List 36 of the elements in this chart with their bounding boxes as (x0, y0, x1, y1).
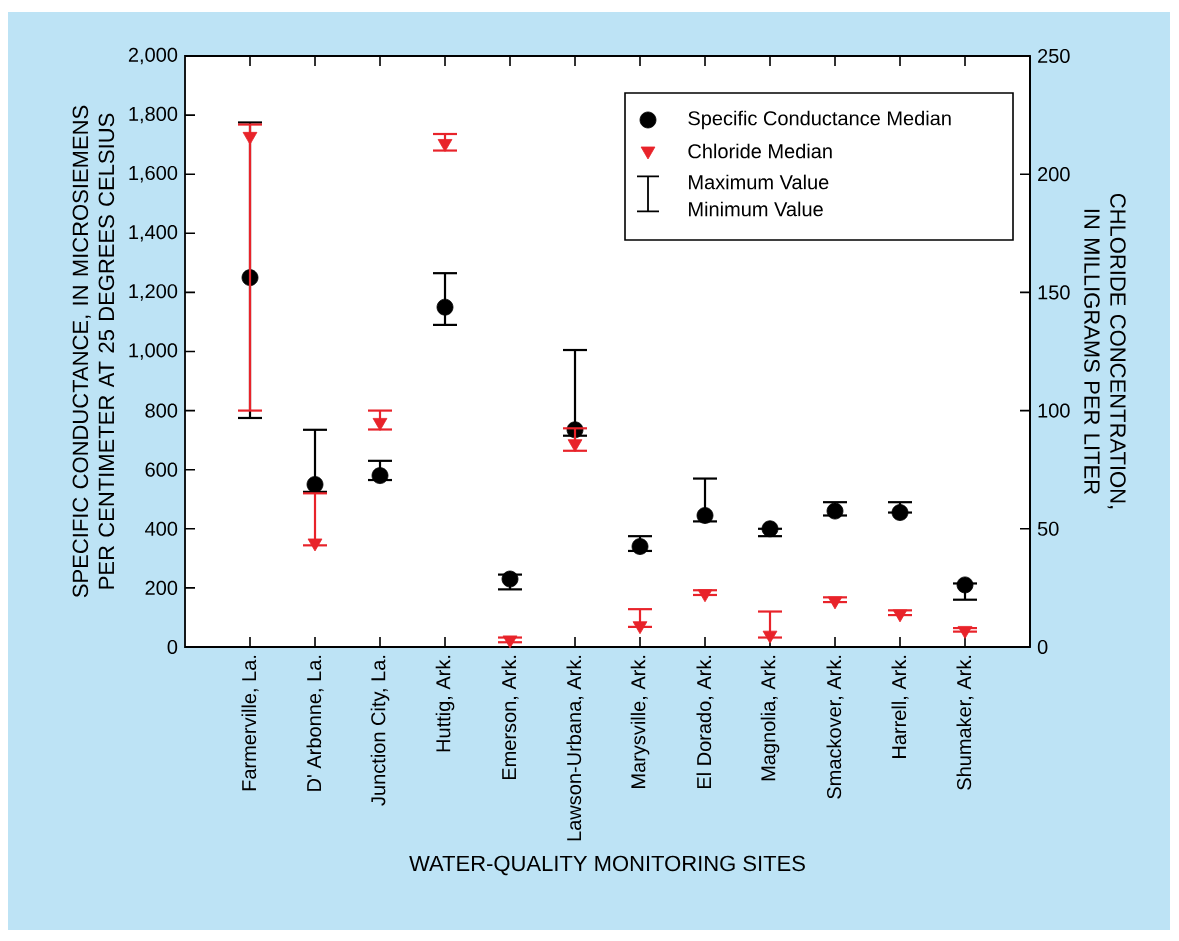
x-tick-label: Huttig, Ark. (435, 655, 455, 752)
x-tick-label: Shumaker, Ark. (956, 655, 974, 790)
y-tick-label: 800 (145, 403, 178, 418)
x-tick-label: Magnolia, Ark. (760, 655, 780, 781)
y-tick-label: 1,000 (129, 343, 178, 360)
y2-tick-label: 150 (1038, 285, 1070, 300)
y-tick-label: 200 (145, 580, 178, 595)
x-tick-label: D' Arbonne, La. (306, 655, 324, 791)
legend-label: Specific Conductance Median (688, 110, 951, 130)
y2-tick-label: 50 (1037, 521, 1059, 536)
y2-tick-label: 100 (1038, 403, 1070, 418)
y-tick-label: 600 (145, 462, 178, 477)
y2-axis-title: CHLORIDE CONCENTRATION, IN MILLIGRAMS PER LITER (1084, 193, 1126, 509)
y-tick-label: 400 (145, 521, 178, 536)
y-tick-label: 0 (167, 639, 178, 655)
x-axis-title: WATER-QUALITY MONITORING SITES (409, 855, 805, 876)
y-axis-title: SPECIFIC CONDUCTANCE, IN MICROSIEMENS PER CENTIMETER AT 25 DEGREES CELSIUS (72, 105, 115, 598)
x-tick-label: Emerson, Ark. (501, 655, 519, 780)
y-tick-label: 1,600 (129, 165, 178, 183)
x-tick-label: Harrell, Ark. (891, 655, 909, 758)
annotation: Maximum Value (689, 174, 829, 190)
y2-tick-label: 0 (1037, 639, 1048, 655)
annotation: Minimum Value (689, 201, 823, 217)
y2-tick-label: 200 (1038, 167, 1070, 182)
y-tick-label: 1,800 (129, 106, 178, 124)
y2-tick-label: 250 (1038, 48, 1070, 64)
x-tick-label: Lawson-Urbana, Ark. (566, 655, 584, 841)
x-tick-label: Junction City, La. (370, 655, 390, 806)
x-tick-label: Farmerville, La. (241, 655, 259, 791)
y-tick-label: 2,000 (128, 47, 178, 65)
x-tick-label: Smackover, Ark. (826, 655, 844, 799)
x-tick-label: El Dorado, Ark. (696, 655, 714, 789)
y-tick-label: 1,400 (129, 225, 178, 242)
legend-label: Chloride Median (688, 143, 832, 159)
x-tick-label: Marysville, Ark. (630, 655, 650, 788)
y-tick-label: 1,200 (129, 284, 178, 301)
